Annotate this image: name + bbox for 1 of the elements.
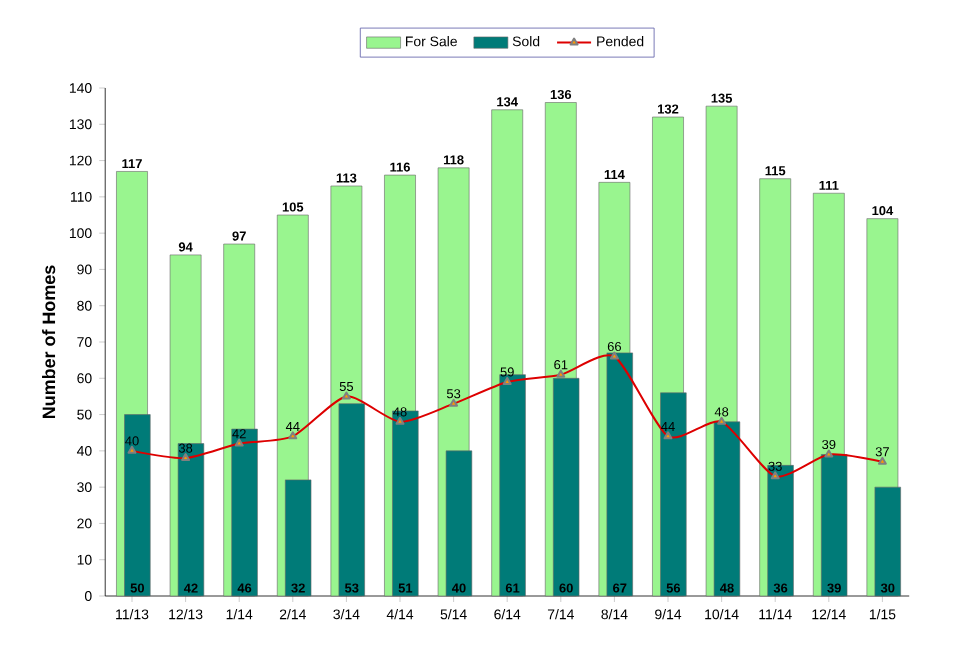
y-axis-title: Number of Homes <box>42 265 56 419</box>
